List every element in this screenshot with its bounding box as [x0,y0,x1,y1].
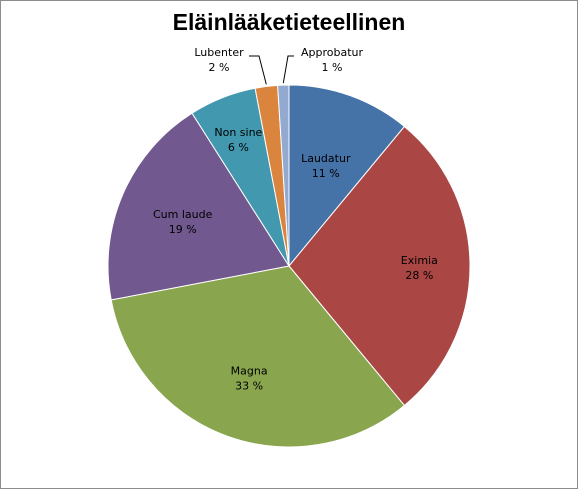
pie-slice-approbatur [277,84,290,267]
slice-percent-magna: 33 % [235,380,263,393]
leader-line-lubenter [249,55,267,85]
slice-label-magna: Magna [231,365,268,378]
pie-slice-cum-laude [107,112,290,301]
slice-percent-cum-laude: 19 % [169,223,197,236]
slice-percent-approbatur: 1 % [322,61,343,74]
slice-percent-lubenter: 2 % [209,61,230,74]
slice-label-non-sine: Non sine [214,126,262,139]
slice-label-eximia: Eximia [401,254,438,267]
slice-label-cum-laude: Cum laude [153,208,213,221]
slice-percent-non-sine: 6 % [228,141,249,154]
slice-percent-laudatur: 11 % [312,167,340,180]
slice-label-approbatur: Approbatur [301,46,364,59]
pie-slice-laudatur [288,84,406,268]
slice-percent-eximia: 28 % [405,269,433,282]
slice-label-laudatur: Laudatur [301,152,351,165]
leader-line-approbatur [282,55,294,84]
slice-label-lubenter: Lubenter [194,46,244,59]
chart-title: Eläinlääketieteellinen [172,9,406,35]
pie-slice-eximia [288,125,471,407]
pie-slice-magna [110,265,406,448]
